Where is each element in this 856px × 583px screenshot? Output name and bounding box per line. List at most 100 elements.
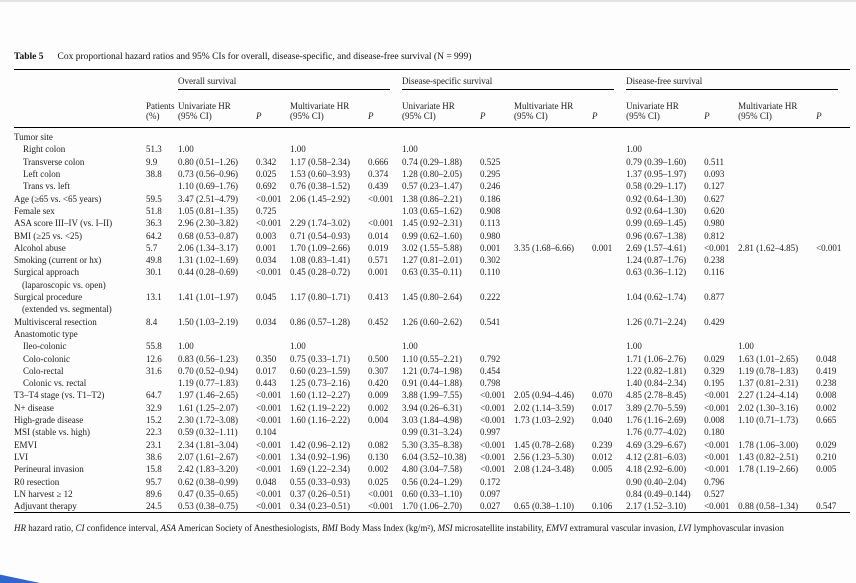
hr-ci-cell: 1.00 (626, 144, 642, 155)
hr-ci-cell (514, 377, 592, 389)
column-header-row: Patients (%) Univariate HR (95% CI) P Mult… (14, 95, 851, 129)
hr-ci-cell: 1.21 (0.74–1.98) (402, 365, 463, 376)
p-value-cell: 0.116 (704, 267, 724, 278)
row-label: T3–T4 stage (vs. T1–T2) (14, 390, 105, 401)
p-value-cell: 0.980 (480, 230, 501, 241)
table-header: Overall survival Disease-specific surviv… (14, 70, 851, 129)
p-value-cell (592, 353, 626, 365)
hr-ci-cell (626, 328, 704, 340)
dfs-univariate-p-header: P (704, 95, 739, 129)
hr-ci-cell: 1.00 (178, 341, 194, 352)
hr-ci-cell: 1.43 (0.82–2.51) (738, 451, 799, 462)
p-value-cell: 0.439 (368, 181, 389, 192)
hr-ci-cell: 2.17 (1.52–3.10) (626, 501, 687, 512)
p-value-cell: 0.239 (592, 439, 613, 450)
hr-ci-cell (514, 476, 592, 488)
row-label: Surgical approach (laparoscopic vs. open) (14, 267, 106, 290)
table-row: MSI (stable vs. high) 22.3 0.59 (0.32–1.11… (14, 426, 850, 438)
p-value-cell: 0.029 (704, 353, 725, 364)
p-value-cell: 0.419 (816, 365, 837, 376)
hr-ci-cell: 0.74 (0.29–1.88) (402, 156, 463, 167)
row-label: Female sex (14, 205, 55, 216)
hr-ci-cell: 4.80 (3.04–7.58) (402, 464, 463, 475)
row-label: BMI (≥25 vs. <25) (14, 230, 83, 241)
hr-ci-cell (514, 168, 592, 180)
hr-ci-cell: 1.70 (1.06–2.70) (402, 501, 463, 512)
hr-ci-cell: 2.07 (1.61–2.67) (178, 451, 238, 462)
group-header-disease-specific: Disease-specific survival (402, 70, 626, 96)
hr-ci-cell: 3.03 (1.84–4.98) (402, 415, 463, 426)
patients-cell: 12.6 (146, 353, 162, 364)
hr-ci-cell (738, 291, 816, 316)
hr-ci-cell: 4.85 (2.78–8.45) (626, 390, 687, 401)
row-label: Colo-rectal (23, 365, 64, 376)
hr-ci-cell: 0.58 (0.29–1.17) (626, 181, 687, 192)
p-value-cell (368, 205, 402, 217)
p-value-cell: <0.001 (480, 390, 506, 401)
table-row: Trans vs. left 1.10 (0.69–1.76) 0.692 0.76 … (14, 180, 850, 192)
p-value-cell: <0.001 (480, 415, 506, 426)
p-value-cell: 0.001 (592, 242, 613, 253)
footnote-text: American Society of Anesthesiologists, (175, 523, 322, 534)
label-column-header (14, 95, 146, 129)
row-label: Trans vs. left (23, 181, 70, 192)
p-value-cell (592, 205, 626, 217)
p-value-cell: 0.127 (704, 181, 725, 192)
p-value-cell: 0.238 (816, 378, 837, 389)
os-multivariate-p-header: P (368, 95, 403, 129)
hr-ci-cell: 1.05 (0.81–1.35) (178, 205, 238, 216)
p-value-cell: 0.029 (816, 439, 837, 450)
hr-ci-cell: 1.45 (0.80–2.64) (402, 292, 463, 303)
p-value-cell: 0.009 (368, 390, 389, 401)
hr-ci-cell: 1.71 (1.06–2.76) (626, 353, 687, 364)
hr-ci-cell (738, 476, 816, 488)
hr-ci-cell: 0.90 (0.40–2.04) (626, 476, 687, 487)
p-value-cell: <0.001 (256, 267, 282, 278)
table-row: N+ disease 32.9 1.61 (1.25–2.07) <0.001 1.62… (14, 402, 850, 414)
table-row: Smoking (current or hx) 49.8 1.31 (1.02–1.… (14, 254, 850, 266)
p-value-cell (592, 426, 626, 438)
hr-ci-cell: 0.63 (0.36–1.12) (626, 267, 687, 278)
table-row: LN harvest ≥ 12 89.6 0.47 (0.35–0.65) <0.00… (14, 488, 850, 500)
hr-ci-cell: 3.47 (2.51–4.79) (178, 193, 238, 204)
hr-ci-cell (738, 156, 816, 168)
p-value-cell (816, 254, 850, 266)
p-value-cell (704, 340, 738, 352)
hr-ci-cell (738, 488, 816, 500)
p-value-cell (368, 340, 402, 352)
p-value-cell (592, 254, 626, 266)
group-header-disease-free: Disease-free survival (626, 70, 850, 96)
hr-ci-cell: 0.84 (0.49–0.144) (626, 488, 691, 499)
row-label: LVI (14, 451, 29, 462)
p-value-cell: 0.014 (368, 230, 389, 241)
p-value-cell (704, 328, 738, 340)
p-value-cell: 0.302 (480, 255, 501, 266)
hr-ci-cell: 1.00 (402, 144, 418, 155)
hr-ci-cell: 3.88 (1.99–7.55) (402, 390, 463, 401)
p-value-cell: 0.172 (480, 476, 501, 487)
p-value-cell (592, 156, 626, 168)
row-label: Smoking (current or hx) (14, 255, 102, 266)
p-value-cell: 0.627 (704, 193, 725, 204)
p-value-cell: 0.246 (480, 181, 501, 192)
p-value-cell: 0.008 (704, 415, 725, 426)
p-value-cell (816, 340, 850, 352)
row-label: High-grade disease (14, 415, 84, 426)
hr-ci-cell: 1.00 (290, 144, 306, 155)
patients-cell: 89.6 (146, 488, 162, 499)
footnote-text: Body Mass Index (kg/m²), (337, 523, 438, 534)
table-footnote: HR hazard ratio, CI confidence interval,… (14, 522, 838, 535)
p-value-cell: <0.001 (704, 464, 730, 475)
patients-cell: 30.1 (146, 267, 162, 278)
footnote-abbreviation: BMI (321, 523, 338, 534)
hr-ci-cell: 1.25 (0.73–2.16) (290, 378, 350, 389)
row-label: Colonic vs. rectal (23, 378, 87, 389)
p-value-cell: 0.001 (480, 242, 501, 253)
footnote-abbreviation: MSI (437, 523, 453, 534)
p-value-cell: <0.001 (704, 439, 730, 450)
hr-ci-cell: 4.69 (3.29–6.67) (626, 439, 687, 450)
hr-ci-cell: 0.57 (0.23–1.47) (402, 181, 463, 192)
p-value-cell: <0.001 (480, 451, 506, 462)
hr-ci-cell: 0.71 (0.54–0.93) (290, 230, 350, 241)
p-value-cell (816, 193, 850, 205)
